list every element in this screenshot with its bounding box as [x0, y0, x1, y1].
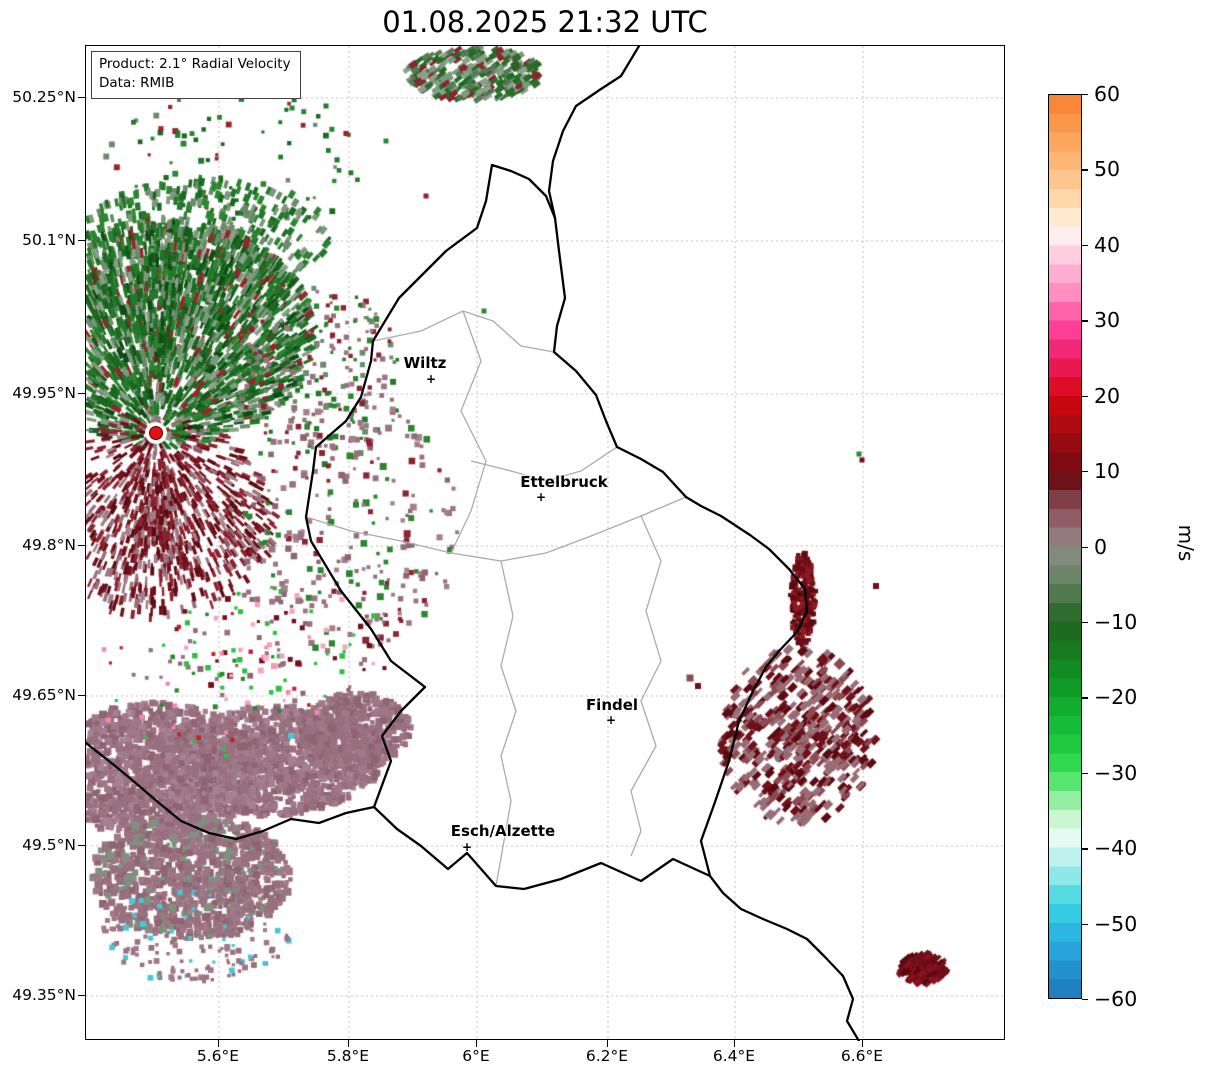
y-tick-label: 49.8°N — [22, 536, 76, 554]
colorbar-tick-mark — [1082, 320, 1088, 322]
colorbar-tick-mark — [1082, 94, 1088, 96]
x-tick-label: 6.4°E — [712, 1047, 756, 1065]
colorbar-tick-label: 10 — [1094, 459, 1121, 484]
colorbar-tick-label: −10 — [1094, 609, 1138, 634]
y-tick-mark — [78, 545, 85, 547]
colorbar-tick-label: −60 — [1094, 987, 1138, 1011]
map-borders — [86, 46, 861, 1041]
y-tick-mark — [78, 845, 85, 847]
city-label: Findel — [585, 696, 639, 714]
colorbar-tick-mark — [1082, 244, 1088, 247]
radar-site-marker — [149, 426, 163, 440]
x-tick-label: 6.2°E — [585, 1047, 629, 1065]
x-tick-label: 5.6°E — [196, 1047, 240, 1065]
city-label: Esch/Alzette — [450, 822, 556, 840]
x-tick-mark — [734, 1040, 736, 1047]
plot-area: Product: 2.1° Radial Velocity Data: RMIB… — [85, 45, 1006, 1041]
colorbar-tick-mark — [1082, 546, 1088, 548]
y-tick-label: 50.25°N — [12, 88, 76, 106]
city-marker-icon: + — [425, 372, 437, 386]
colorbar — [1048, 94, 1082, 999]
colorbar-tick-label: 30 — [1094, 308, 1121, 333]
y-tick-label: 50.1°N — [22, 231, 76, 249]
colorbar-tick-label: 40 — [1094, 232, 1121, 257]
colorbar-tick-mark — [1082, 697, 1088, 699]
colorbar-tick-label: 50 — [1094, 157, 1121, 182]
colorbar-tick-label: −20 — [1094, 685, 1138, 710]
y-tick-label: 49.35°N — [12, 986, 76, 1004]
city-label: Ettelbruck — [520, 473, 608, 491]
colorbar-tick-mark — [1082, 772, 1088, 775]
colorbar-tick-label: −30 — [1094, 760, 1138, 785]
info-product-line: Product: 2.1° Radial Velocity — [99, 56, 291, 72]
x-tick-mark — [607, 1040, 609, 1047]
y-tick-mark — [78, 995, 85, 997]
info-source-line: Data: RMIB — [99, 75, 175, 92]
colorbar-tick-label: −50 — [1094, 911, 1138, 936]
colorbar-tick-mark — [1082, 923, 1088, 925]
y-tick-label: 49.5°N — [22, 836, 76, 854]
x-tick-mark — [862, 1040, 864, 1047]
x-tick-mark — [218, 1040, 220, 1047]
radar-echo-canvas — [86, 46, 1006, 1041]
colorbar-tick-mark — [1082, 169, 1088, 171]
page-title: 01.08.2025 21:32 UTC — [382, 5, 708, 39]
x-tick-label: 6.6°E — [840, 1047, 884, 1065]
x-tick-label: 6°E — [462, 1047, 490, 1065]
x-tick-mark — [476, 1040, 478, 1047]
x-tick-label: 5.8°E — [326, 1047, 370, 1065]
info-box: Product: 2.1° Radial Velocity Data: RMIB — [91, 51, 301, 100]
city-label: Wiltz — [403, 354, 447, 372]
x-tick-mark — [348, 1040, 350, 1047]
colorbar-tick-mark — [1082, 395, 1088, 398]
y-tick-mark — [78, 393, 85, 395]
colorbar-unit-label: m/s — [1174, 524, 1198, 562]
colorbar-tick-label: 0 — [1094, 534, 1108, 559]
y-tick-label: 49.95°N — [12, 384, 76, 402]
city-marker-icon: + — [461, 840, 473, 854]
colorbar-gradient — [1049, 95, 1081, 998]
city-marker-icon: + — [535, 490, 547, 504]
colorbar-tick-mark — [1082, 999, 1088, 1001]
colorbar-tick-label: −40 — [1094, 836, 1138, 861]
colorbar-tick-mark — [1082, 848, 1088, 850]
colorbar-tick-mark — [1082, 471, 1088, 473]
colorbar-tick-mark — [1082, 621, 1088, 624]
y-tick-mark — [78, 97, 85, 99]
y-tick-mark — [78, 240, 85, 242]
city-marker-icon: + — [605, 713, 617, 727]
colorbar-tick-label: 60 — [1094, 82, 1121, 106]
colorbar-tick-label: 20 — [1094, 383, 1121, 408]
y-tick-mark — [78, 695, 85, 697]
y-tick-label: 49.65°N — [12, 686, 76, 704]
